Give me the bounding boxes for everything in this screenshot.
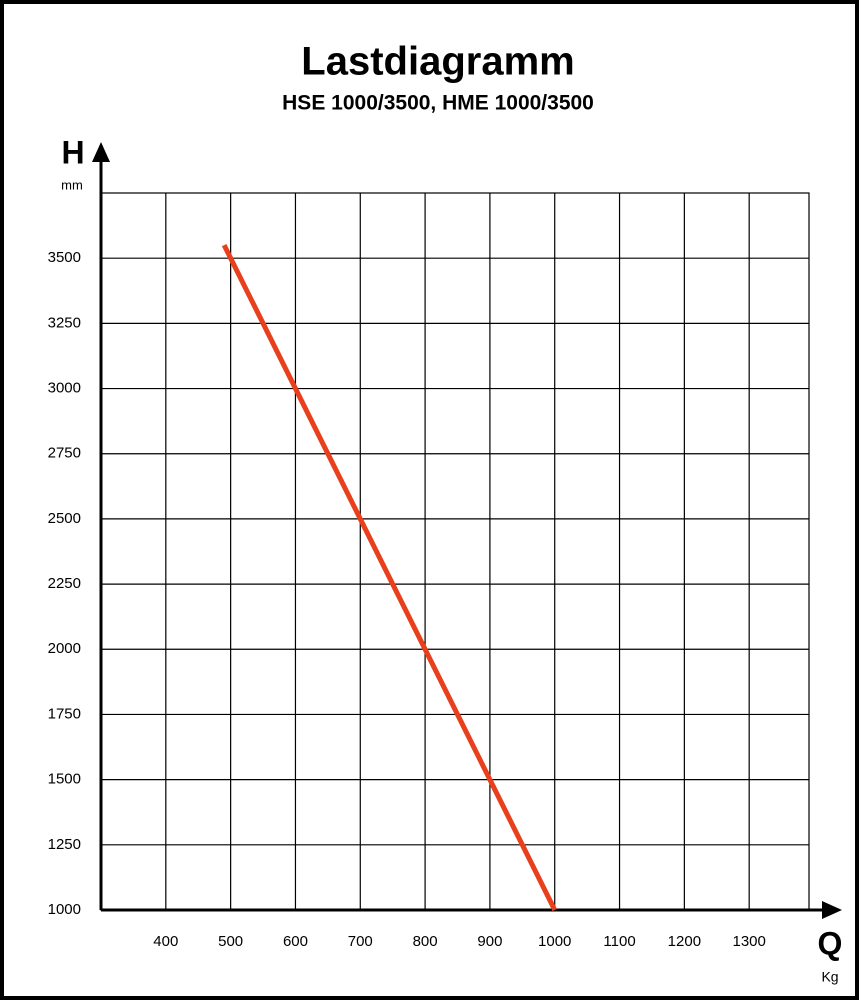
chart-title: Lastdiagramm bbox=[301, 40, 574, 84]
x-tick-label: 1300 bbox=[732, 933, 765, 950]
chart-subtitle: HSE 1000/3500, HME 1000/3500 bbox=[282, 92, 594, 115]
y-axis-arrow bbox=[92, 142, 110, 162]
x-axis-unit: Kg bbox=[821, 969, 838, 985]
y-tick-label: 1750 bbox=[48, 705, 81, 722]
x-tick-label: 500 bbox=[218, 933, 243, 950]
x-axis-label: Q bbox=[818, 925, 843, 961]
x-tick-label: 1000 bbox=[538, 933, 571, 950]
y-tick-label: 2750 bbox=[48, 445, 81, 462]
y-axis-unit: mm bbox=[61, 177, 83, 192]
x-tick-label: 400 bbox=[153, 933, 178, 950]
y-tick-label: 2250 bbox=[48, 575, 81, 592]
y-tick-label: 1500 bbox=[48, 771, 81, 788]
x-tick-label: 600 bbox=[283, 933, 308, 950]
x-tick-label: 700 bbox=[348, 933, 373, 950]
x-tick-label: 900 bbox=[477, 933, 502, 950]
y-tick-label: 3250 bbox=[48, 314, 81, 331]
y-tick-label: 1000 bbox=[48, 901, 81, 918]
y-tick-label: 1250 bbox=[48, 836, 81, 853]
x-tick-label: 1200 bbox=[668, 933, 701, 950]
load-line bbox=[221, 244, 557, 912]
y-tick-label: 3000 bbox=[48, 380, 81, 397]
y-axis-label: H bbox=[61, 134, 84, 170]
x-tick-label: 800 bbox=[413, 933, 438, 950]
y-tick-label: 2500 bbox=[48, 510, 81, 527]
y-tick-label: 3500 bbox=[48, 249, 81, 266]
y-tick-label: 2000 bbox=[48, 640, 81, 657]
x-axis-arrow bbox=[822, 901, 842, 919]
x-tick-label: 1100 bbox=[603, 933, 635, 950]
